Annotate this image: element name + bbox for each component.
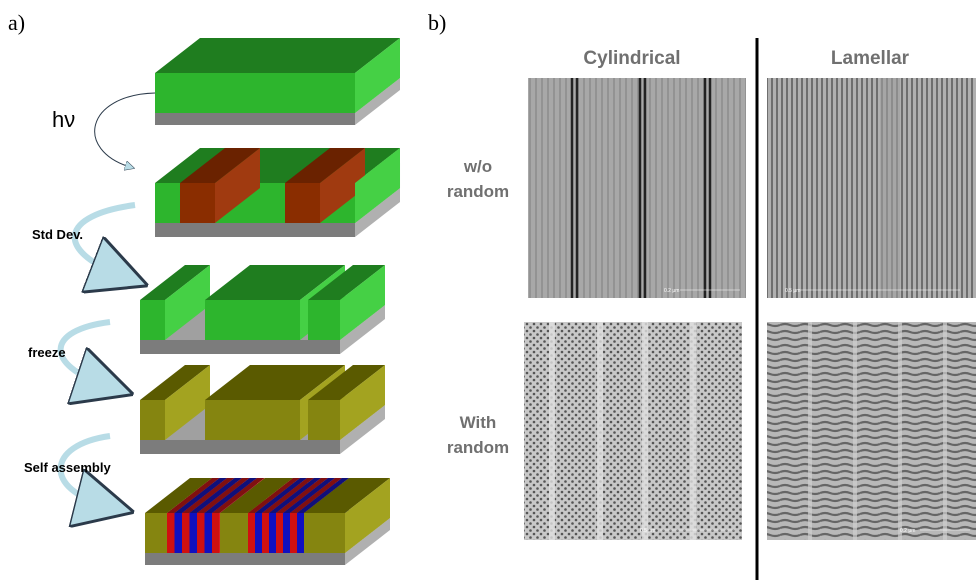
scale-bar-label: 0.5 μm — [785, 288, 800, 294]
arrow — [95, 93, 155, 167]
panel-label: a) — [8, 10, 25, 35]
sem-image: 0.2 μm — [767, 322, 976, 540]
sem-image: 0.5 μm — [524, 322, 742, 540]
arrow — [75, 205, 135, 275]
row-header: random — [447, 438, 509, 457]
block-face — [304, 513, 345, 553]
block-face — [140, 440, 340, 454]
block-face — [180, 183, 215, 223]
block-face — [308, 300, 340, 340]
block-face — [308, 400, 340, 440]
block-face — [205, 513, 213, 553]
row-header: random — [447, 182, 509, 201]
block-face — [140, 400, 165, 440]
block-face — [297, 513, 304, 553]
block-face — [276, 513, 283, 553]
block-face — [205, 300, 300, 340]
block-face — [167, 513, 175, 553]
panel-label: b) — [428, 10, 446, 35]
step-label: hν — [52, 107, 75, 132]
block-face — [140, 300, 165, 340]
block-face — [175, 513, 183, 553]
arrow — [61, 322, 110, 385]
column-header: Lamellar — [831, 48, 910, 69]
block-face — [140, 340, 340, 354]
step-label: freeze — [28, 345, 66, 360]
block-face — [220, 513, 248, 553]
row-header: With — [460, 413, 497, 432]
block-face — [155, 113, 355, 125]
block-face — [285, 183, 320, 223]
block-face — [262, 513, 269, 553]
block-face — [197, 513, 205, 553]
sem-image: 0.5 μm — [767, 78, 976, 298]
sem-image: 0.2 μm — [528, 78, 746, 298]
scale-bar-label: 0.2 μm — [900, 528, 915, 534]
figure: a) hν Std Dev. freeze Self assembly b) C… — [0, 0, 976, 580]
block-face — [182, 513, 190, 553]
block-face — [155, 73, 355, 113]
row-header: w/o — [463, 157, 492, 176]
scale-bar-label: 0.2 μm — [664, 288, 679, 294]
process-blocks — [140, 38, 400, 565]
block-face — [155, 223, 355, 237]
block-face — [290, 513, 297, 553]
column-header: Cylindrical — [583, 48, 680, 69]
block-face — [248, 513, 255, 553]
block-face — [269, 513, 276, 553]
block-face — [205, 400, 300, 440]
block-face — [190, 513, 198, 553]
block-face — [283, 513, 290, 553]
scale-bar-label: 0.5 μm — [640, 528, 655, 534]
block-face — [145, 513, 167, 553]
step-label: Std Dev. — [32, 227, 83, 242]
block-face — [145, 553, 345, 565]
block-face — [212, 513, 220, 553]
block-face — [255, 513, 262, 553]
step-label: Self assembly — [24, 460, 111, 475]
